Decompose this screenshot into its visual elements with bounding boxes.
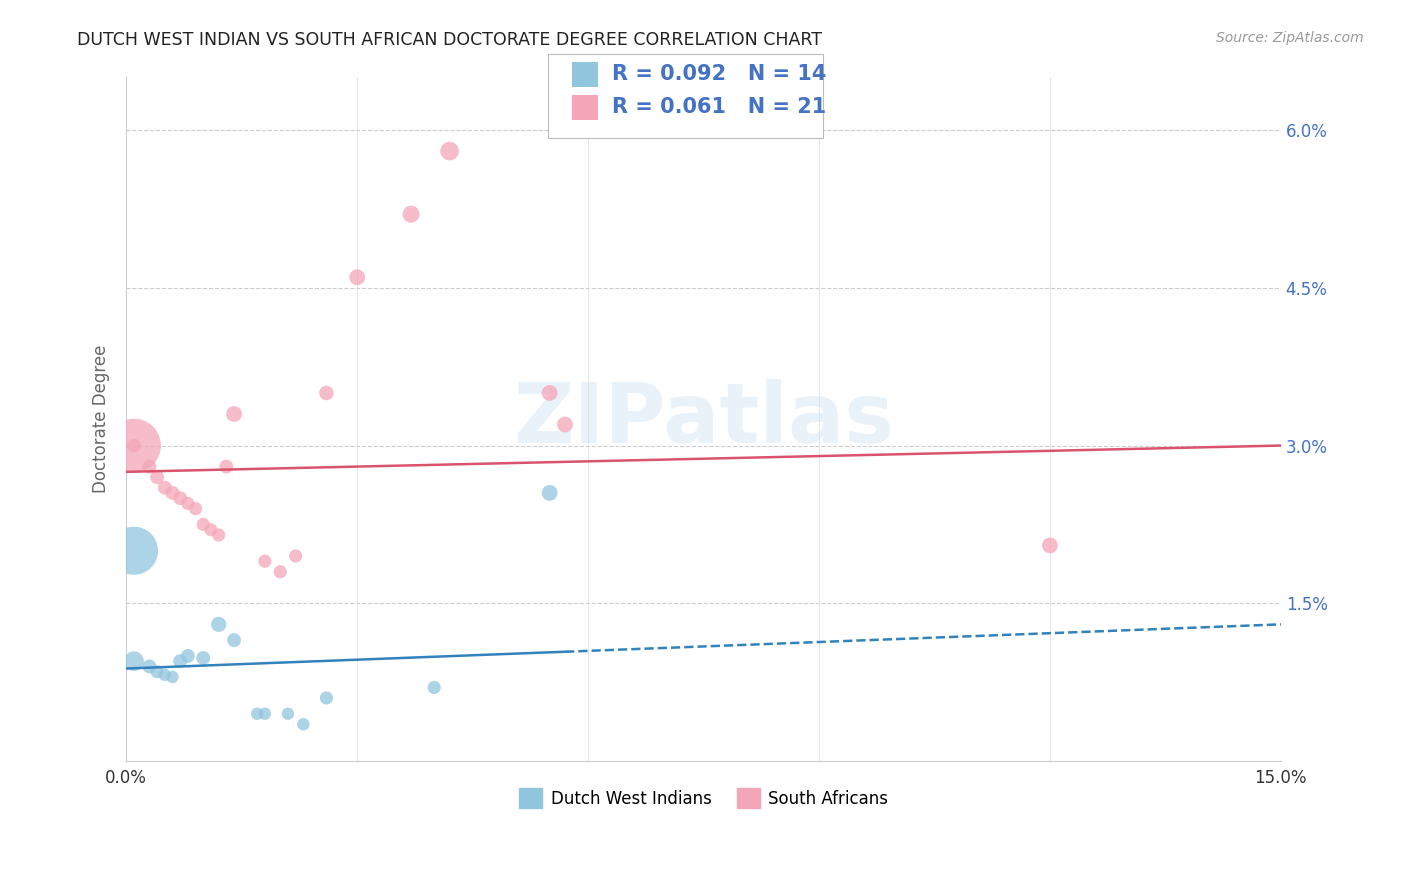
Point [138,659,160,673]
Point [169,491,191,505]
Point [138,459,160,474]
Point [292,717,315,731]
Point [146,470,169,484]
Point [162,670,184,684]
Point [246,706,269,721]
Point [284,549,307,563]
Point [200,523,222,537]
Point [153,668,176,682]
Point [346,270,368,285]
Point [193,517,215,532]
Point [169,654,191,668]
Point [538,386,561,401]
Point [122,438,145,452]
Point [184,501,207,516]
Point [146,665,169,679]
Point [208,528,231,542]
Point [215,459,238,474]
Point [208,617,231,632]
Point [122,543,145,558]
Point [315,690,337,705]
Point [315,386,337,401]
Point [222,633,245,648]
Point [277,706,299,721]
Text: R = 0.092   N = 14: R = 0.092 N = 14 [612,64,825,84]
Point [122,438,145,452]
Point [1039,539,1062,553]
Point [162,486,184,500]
Point [253,554,276,568]
Point [554,417,576,432]
Point [193,651,215,665]
Point [439,144,461,158]
Point [222,407,245,421]
Text: Source: ZipAtlas.com: Source: ZipAtlas.com [1216,31,1364,45]
Point [122,654,145,668]
Point [423,681,446,695]
Point [538,486,561,500]
Text: DUTCH WEST INDIAN VS SOUTH AFRICAN DOCTORATE DEGREE CORRELATION CHART: DUTCH WEST INDIAN VS SOUTH AFRICAN DOCTO… [77,31,823,49]
Point [153,481,176,495]
Point [269,565,291,579]
Legend: Dutch West Indians, South Africans: Dutch West Indians, South Africans [512,781,894,814]
Text: ZIPatlas: ZIPatlas [513,379,894,459]
Point [253,706,276,721]
Point [399,207,422,221]
Point [177,496,200,510]
Y-axis label: Doctorate Degree: Doctorate Degree [93,345,110,493]
Point [177,648,200,663]
Text: R = 0.061   N = 21: R = 0.061 N = 21 [612,97,825,117]
